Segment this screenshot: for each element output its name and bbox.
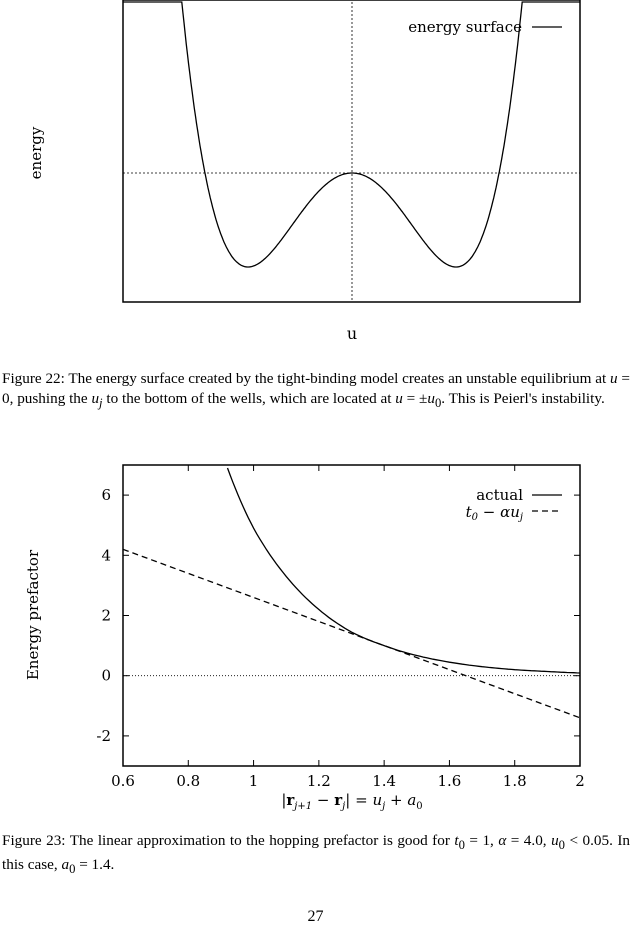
x-axis-label: u — [347, 324, 357, 343]
plot-frame — [122, 0, 581, 303]
x-axis-label: |rj+1 − rj| = uj + a0 — [281, 791, 422, 812]
y-tick-label: 2 — [101, 607, 111, 625]
figure-22-chart: energy surface energy u — [27, 0, 581, 343]
x-tick-label: 2 — [575, 772, 585, 790]
y-tick-label: -2 — [96, 727, 111, 745]
caption-text: The energy surface created by the tight-… — [2, 370, 630, 411]
x-tick-label: 1 — [249, 772, 259, 790]
y-tick-label: 6 — [101, 486, 111, 504]
legend-label-linear: t0 − αuj — [466, 503, 523, 523]
x-tick-label: 1.8 — [503, 772, 527, 790]
legend-label-actual: actual — [476, 486, 523, 504]
energy-surface-curve — [123, 1, 581, 268]
page-number: 27 — [307, 908, 324, 925]
x-tick-label: 1.2 — [307, 772, 331, 790]
legend-label-energy-surface: energy surface — [408, 18, 522, 36]
y-tick-label: 0 — [101, 667, 111, 685]
series-linear-approx-line — [123, 548, 580, 719]
y-axis-label: Energy prefactor — [24, 549, 42, 680]
caption-label: Figure 23: — [2, 832, 66, 849]
figure-23-caption: Figure 23: The linear approximation to t… — [2, 831, 630, 879]
caption-text: The linear approximation to the hopping … — [2, 832, 630, 877]
x-tick-label: 0.6 — [111, 772, 135, 790]
figure-23-chart: 0.6 0.8 1 1.2 1.4 1.6 1.8 2 -2 0 2 4 6 actual t0 − α… — [24, 464, 585, 812]
x-tick-label: 1.4 — [372, 772, 396, 790]
series-actual-line — [226, 467, 580, 674]
figure-22-caption: Figure 22: The energy surface created by… — [2, 369, 630, 413]
y-axis-label: energy — [27, 126, 45, 179]
x-tick-label: 1.6 — [437, 772, 461, 790]
y-tick-label: 4 — [101, 546, 111, 564]
x-tick-label: 0.8 — [176, 772, 200, 790]
caption-label: Figure 22: — [2, 370, 65, 387]
